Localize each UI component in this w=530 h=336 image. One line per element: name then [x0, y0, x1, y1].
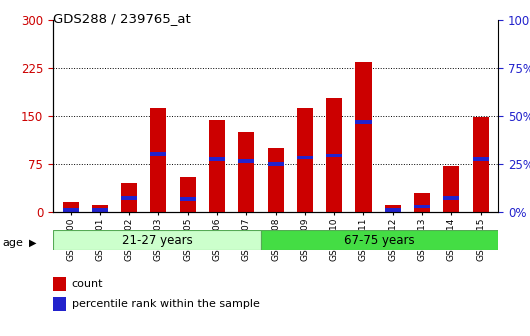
Bar [92, 208, 108, 212]
Bar [92, 205, 108, 212]
Bar [473, 117, 489, 212]
Bar [385, 205, 401, 212]
Bar [414, 205, 430, 208]
Bar [443, 166, 460, 212]
Text: age: age [3, 238, 23, 248]
Bar [121, 196, 137, 200]
Bar [356, 120, 372, 124]
Bar [53, 230, 261, 250]
Bar [414, 193, 430, 212]
Text: GDS288 / 239765_at: GDS288 / 239765_at [53, 12, 191, 25]
Bar [151, 152, 166, 156]
Bar [180, 177, 196, 212]
Bar [268, 148, 284, 212]
Bar [297, 156, 313, 159]
Bar [443, 196, 460, 200]
Bar [473, 158, 489, 161]
Text: count: count [72, 279, 103, 289]
Bar [268, 162, 284, 166]
Text: 21-27 years: 21-27 years [121, 234, 192, 247]
Text: 67-75 years: 67-75 years [344, 234, 415, 247]
Bar [209, 157, 225, 161]
Bar [261, 230, 498, 250]
Bar [180, 197, 196, 201]
Bar [63, 208, 78, 212]
Bar [326, 154, 342, 158]
Bar [297, 108, 313, 212]
Bar [63, 202, 78, 212]
Text: ▶: ▶ [29, 238, 37, 248]
Bar [238, 132, 254, 212]
Bar [121, 183, 137, 212]
Bar [385, 208, 401, 212]
Bar [326, 98, 342, 212]
Bar [209, 120, 225, 212]
Text: percentile rank within the sample: percentile rank within the sample [72, 299, 259, 309]
Bar [238, 159, 254, 163]
Bar [151, 108, 166, 212]
Bar [356, 62, 372, 212]
